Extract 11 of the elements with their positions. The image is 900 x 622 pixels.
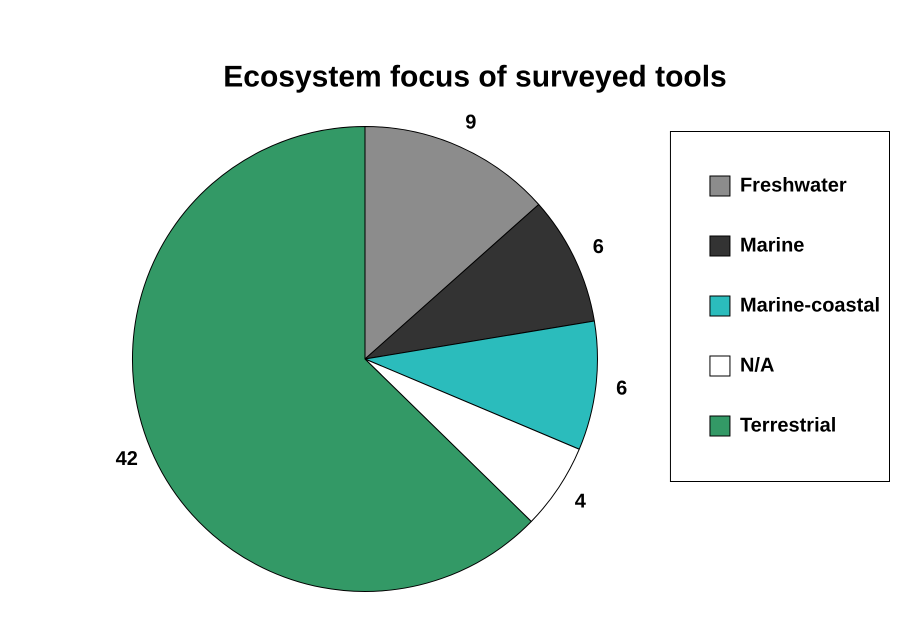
legend-label: Marine-coastal bbox=[740, 294, 880, 317]
data-label: 6 bbox=[616, 378, 628, 400]
chart-title: Ecosystem focus of surveyed tools bbox=[223, 60, 727, 94]
legend-label: Terrestrial bbox=[740, 414, 836, 437]
legend-label: Marine bbox=[740, 234, 804, 257]
legend-label: Freshwater bbox=[740, 174, 847, 197]
data-label: 9 bbox=[465, 112, 476, 134]
data-label: 6 bbox=[592, 236, 604, 258]
data-label: 4 bbox=[574, 490, 587, 512]
data-label: 42 bbox=[116, 448, 138, 470]
legend-label: N/A bbox=[740, 354, 774, 377]
